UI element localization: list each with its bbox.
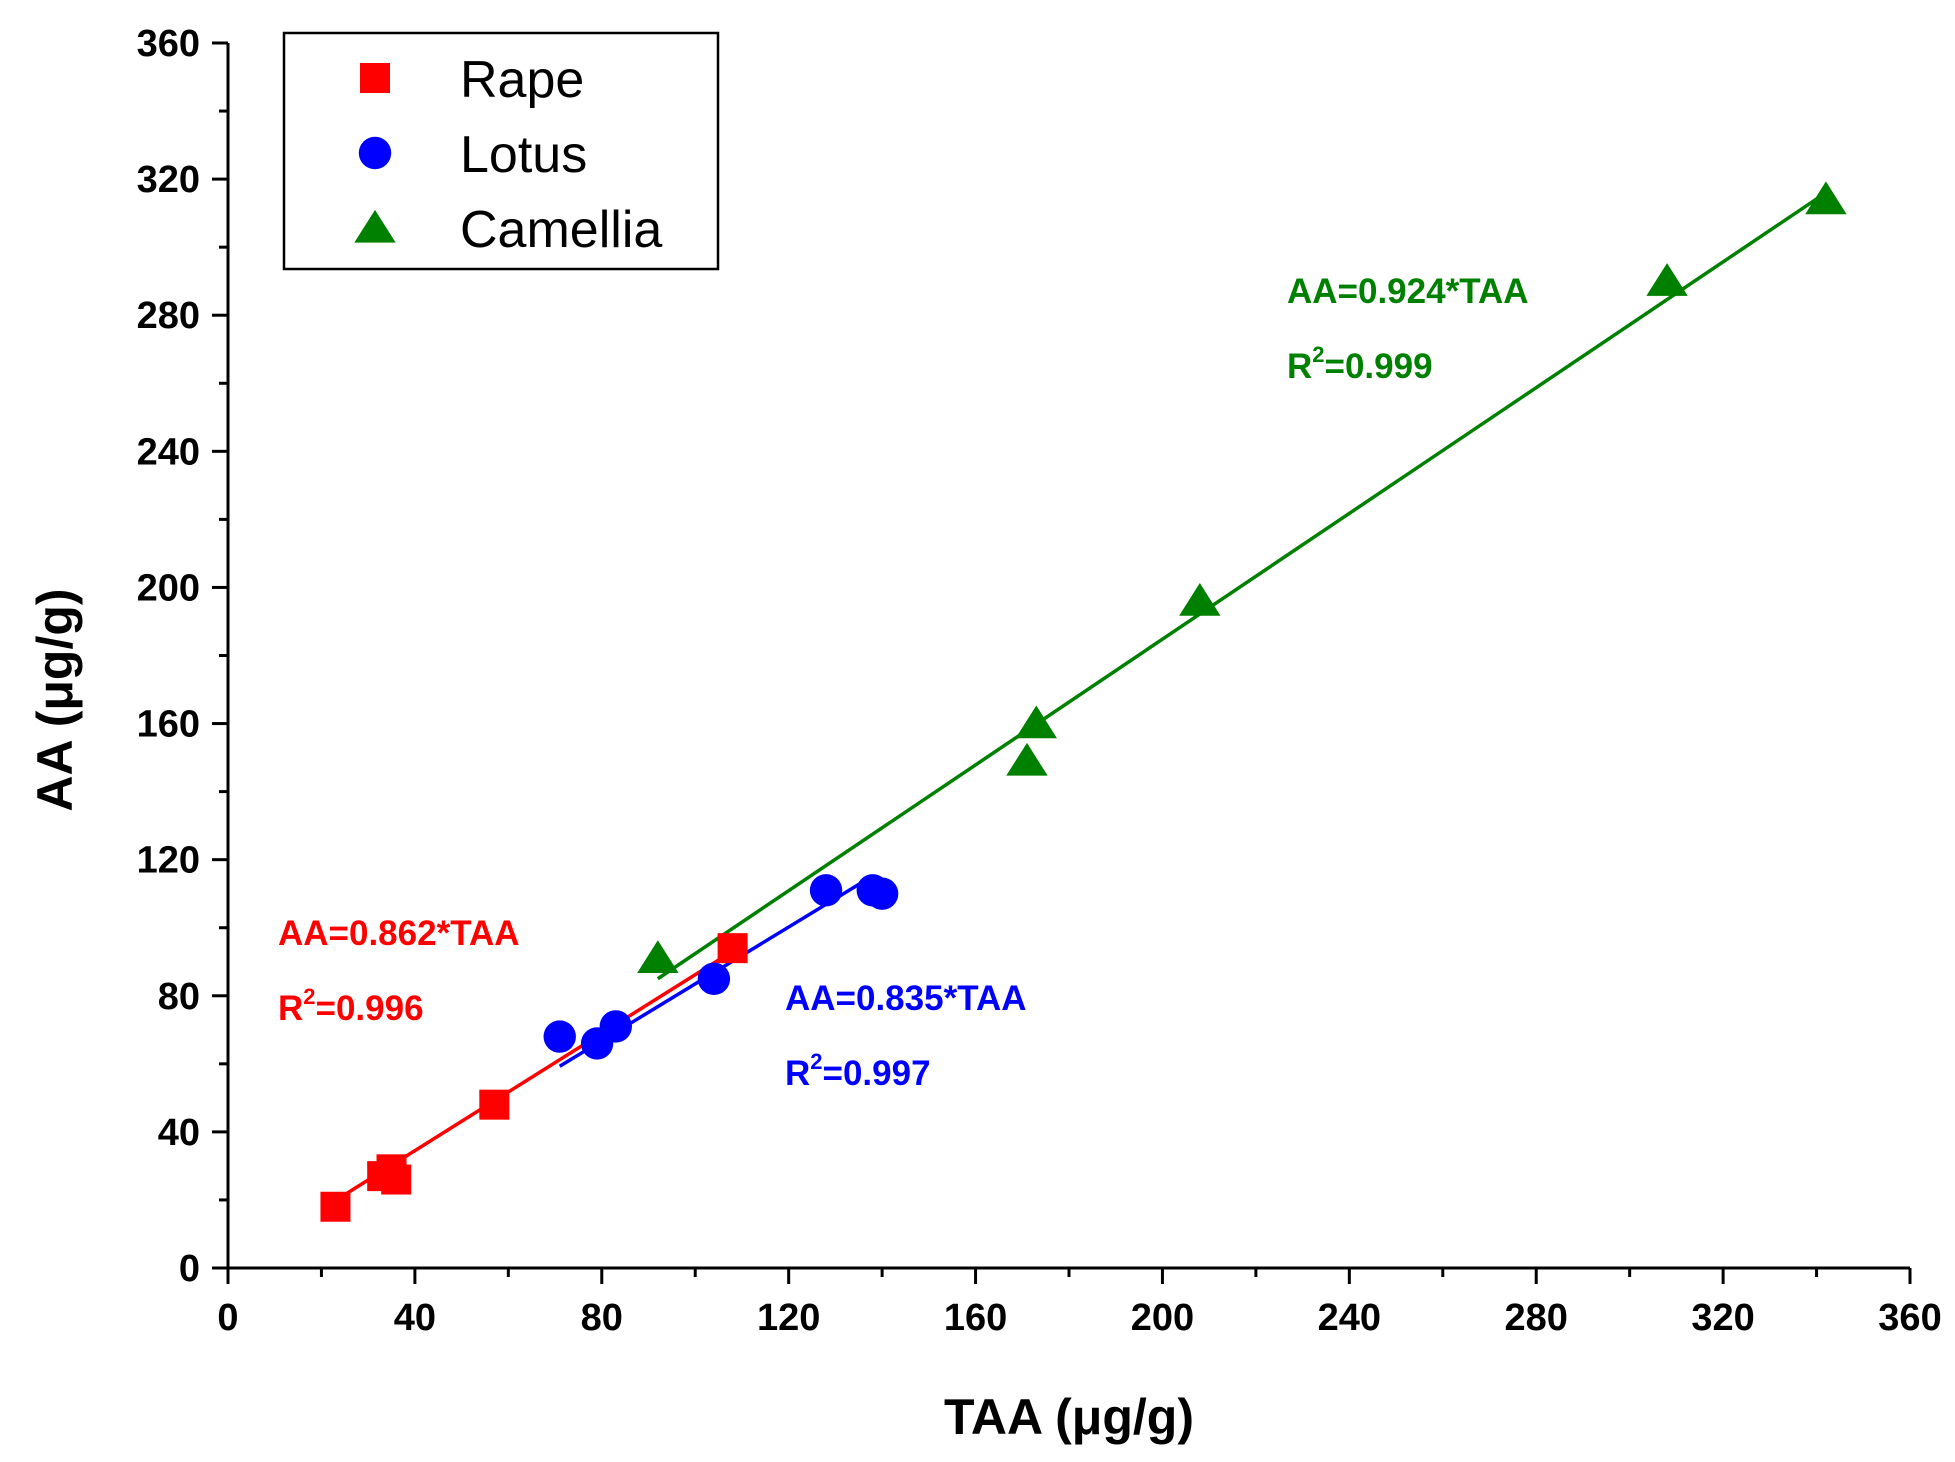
rape-equation-label: AA=0.862*TAA: [278, 914, 520, 953]
lotus-r2-label: R2=0.997: [785, 1049, 931, 1093]
x-tick-label: 120: [757, 1297, 820, 1339]
y-tick-label: 200: [137, 567, 200, 609]
x-tick-label: 200: [1131, 1297, 1194, 1339]
x-tick-label: 160: [944, 1297, 1007, 1339]
camellia-legend-label: Camellia: [460, 201, 662, 259]
x-tick-label: 280: [1505, 1297, 1568, 1339]
rape-point: [320, 1191, 351, 1222]
y-tick-label: 160: [137, 704, 200, 746]
y-tick-label: 120: [137, 840, 200, 882]
x-tick-label: 360: [1878, 1297, 1941, 1339]
legend: Rape Lotus Camellia: [282, 31, 720, 271]
rape-legend-label: Rape: [460, 51, 584, 109]
camellia-equation-label: AA=0.924*TAA: [1287, 272, 1529, 311]
camellia-point: [1179, 582, 1221, 616]
rape-point: [479, 1089, 510, 1120]
legend-box: [282, 31, 720, 271]
x-tick-label: 40: [394, 1297, 436, 1339]
rape-legend-marker: [360, 63, 390, 93]
camellia-point: [1015, 705, 1057, 739]
y-tick-label: 40: [158, 1112, 200, 1154]
lotus-point: [599, 1010, 632, 1043]
camellia-point: [1646, 263, 1688, 296]
rape-point: [717, 933, 748, 964]
camellia-r2-label: R2=0.999: [1287, 342, 1433, 386]
lotus-legend-label: Lotus: [460, 126, 587, 184]
axes: 0 40 80 120 160 200 240 280 320 360 0 40 80 120 160 200…: [137, 23, 1942, 1339]
y-tick-label: 360: [137, 23, 200, 65]
x-tick-label: 320: [1691, 1297, 1754, 1339]
y-tick-label: 240: [137, 431, 200, 473]
y-tick-label: 0: [179, 1248, 200, 1290]
x-tick-label: 0: [217, 1297, 238, 1339]
lotus-point: [697, 962, 731, 995]
lotus-point: [809, 874, 843, 907]
camellia-point: [1006, 742, 1048, 776]
camellia-fit-line: [656, 191, 1827, 981]
camellia-legend-marker: [354, 209, 396, 243]
y-tick-label: 320: [137, 159, 200, 201]
camellia-point: [1805, 181, 1847, 215]
fit-annotations: AA=0.862*TAA R2=0.996 AA=0.835*TAA R2=0.997…: [278, 272, 1529, 1093]
y-tick-label: 80: [158, 976, 200, 1018]
lotus-equation-label: AA=0.835*TAA: [785, 979, 1027, 1018]
y-axis-title: AA (μg/g): [27, 588, 83, 811]
camellia-point: [637, 940, 679, 974]
lotus-legend-marker: [358, 136, 392, 170]
y-tick-label: 280: [137, 295, 200, 337]
lotus-point: [865, 877, 899, 910]
x-axis-title: TAA (μg/g): [944, 1389, 1194, 1445]
lotus-point: [543, 1020, 576, 1053]
data-points: [320, 181, 1847, 1222]
x-tick-label: 240: [1318, 1297, 1381, 1339]
rape-r2-label: R2=0.996: [278, 984, 424, 1028]
rape-point: [381, 1164, 412, 1195]
x-tick-label: 80: [581, 1297, 623, 1339]
